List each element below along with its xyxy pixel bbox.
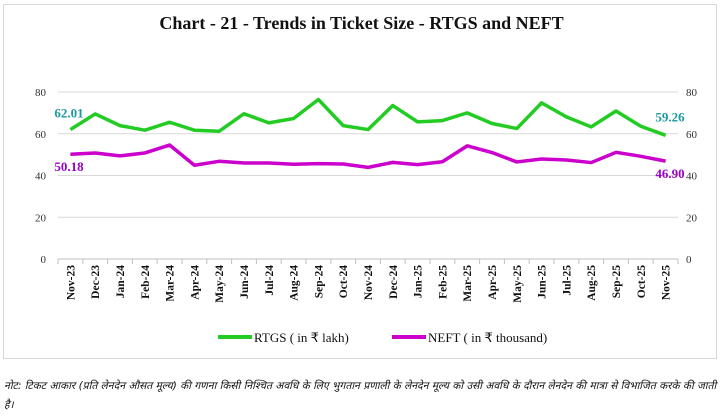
y2-tick-label: 60 — [686, 129, 698, 141]
x-tick-label: Oct-24 — [338, 265, 350, 298]
y-tick-label: 20 — [35, 212, 47, 224]
x-tick-label: Nov-25 — [661, 265, 673, 300]
footnote: नोट: टिकट आकार (प्रति लेनदेन औसत मूल्य) … — [4, 380, 717, 411]
x-tick-label: Jan-24 — [115, 265, 127, 298]
x-tick-label: Mar-25 — [462, 265, 474, 302]
chart-frame — [3, 4, 717, 359]
data-label-first: 50.18 — [54, 159, 84, 174]
x-tick-label: May-25 — [512, 265, 524, 303]
x-tick-label: Jun-25 — [537, 265, 549, 299]
x-tick-label: Dec-24 — [388, 265, 400, 299]
chart-title: Chart - 21 - Trends in Ticket Size - RTG… — [159, 13, 564, 33]
y-tick-label: 40 — [35, 171, 47, 183]
x-tick-label: Apr-25 — [487, 265, 499, 300]
x-tick-label: Jul-25 — [561, 265, 573, 296]
data-label-last: 59.26 — [655, 109, 685, 124]
x-tick-label: Apr-24 — [189, 265, 201, 300]
series-line-neft — [70, 143, 666, 170]
x-tick-label: Jan-25 — [413, 265, 425, 298]
x-tick-label: Sep-24 — [313, 265, 325, 298]
x-tick-label: Aug-25 — [586, 265, 598, 301]
y-tick-label: 80 — [35, 87, 47, 99]
x-tick-label: Jun-24 — [239, 265, 251, 299]
x-tick-label: Feb-25 — [437, 265, 449, 299]
data-label-first: 62.01 — [54, 106, 83, 121]
y2-tick-label: 0 — [686, 254, 692, 266]
x-tick-label: Dec-23 — [90, 265, 102, 299]
x-tick-label: Jul-24 — [264, 265, 276, 296]
y-tick-label: 0 — [41, 254, 47, 266]
data-label-last: 46.90 — [655, 166, 684, 181]
x-tick-label: Nov-23 — [65, 265, 77, 300]
y2-tick-label: 20 — [686, 212, 698, 224]
x-tick-label: May-24 — [214, 265, 226, 303]
x-tick-label: Feb-24 — [140, 265, 152, 299]
line-chart: 0 0 20 20 40 40 60 60 80 80 Nov-23 Dec-23 Jan-24 Feb-… — [35, 87, 698, 345]
y2-tick-label: 40 — [686, 171, 698, 183]
legend-label-rtgs: RTGS ( in ₹ lakh) — [254, 330, 349, 345]
x-tick-label: Aug-24 — [289, 265, 301, 301]
series-line-rtgs — [69, 97, 667, 137]
x-tick-label: Sep-25 — [611, 265, 623, 298]
y2-tick-label: 80 — [686, 87, 698, 99]
y-tick-label: 60 — [35, 129, 47, 141]
x-tick-label: Mar-24 — [165, 265, 177, 302]
x-tick-label: Nov-24 — [363, 265, 375, 300]
x-tick-label: Oct-25 — [636, 265, 648, 298]
legend-label-neft: NEFT ( in ₹ thousand) — [428, 330, 547, 345]
